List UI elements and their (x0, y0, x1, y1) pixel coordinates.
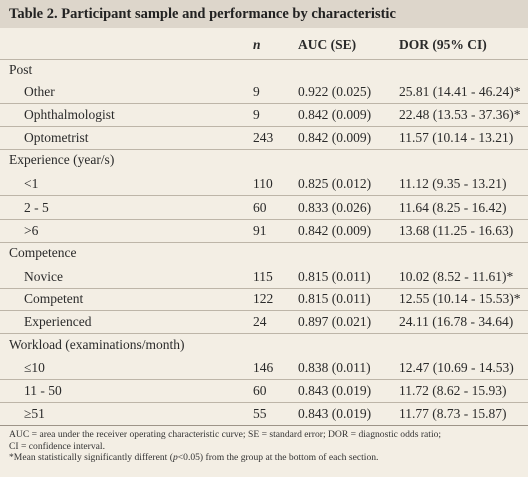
row-label: >6 (24, 223, 39, 238)
row-dor: 25.81 (14.41 - 46.24)* (399, 84, 521, 99)
table-title: Table 2. Participant sample and performa… (9, 6, 396, 22)
column-header-auc: AUC (SE) (298, 37, 357, 52)
footnote-abbreviations: AUC = area under the receiver operating … (9, 429, 442, 440)
row-dor: 11.12 (9.35 - 13.21) (399, 176, 507, 191)
row-divider (0, 402, 528, 403)
row-divider (0, 103, 528, 104)
row-label: 11 - 50 (24, 383, 62, 398)
section-label: Competence (9, 245, 77, 260)
row-dor: 22.48 (13.53 - 37.36)* (399, 107, 521, 122)
row-auc: 0.922 (0.025) (298, 84, 372, 99)
row-auc: 0.842 (0.009) (298, 223, 372, 238)
row-auc: 0.897 (0.021) (298, 314, 372, 329)
row-label: Competent (24, 291, 84, 306)
row-n: 122 (253, 291, 274, 306)
row-divider (0, 126, 528, 127)
row-n: 24 (253, 314, 267, 329)
table-bottom-rule (0, 425, 528, 426)
row-label: Novice (24, 269, 63, 284)
row-dor: 11.72 (8.62 - 15.93) (399, 383, 507, 398)
row-divider (0, 379, 528, 380)
row-label: <1 (24, 176, 39, 191)
row-n: 55 (253, 406, 267, 421)
row-dor: 12.47 (10.69 - 14.53) (399, 360, 514, 375)
row-n: 9 (253, 107, 260, 122)
row-n: 60 (253, 200, 267, 215)
row-auc: 0.838 (0.011) (298, 360, 371, 375)
row-divider (0, 195, 528, 196)
row-label: ≤10 (24, 360, 45, 375)
row-auc: 0.842 (0.009) (298, 130, 372, 145)
row-auc: 0.815 (0.011) (298, 269, 371, 284)
row-label: Experienced (24, 314, 92, 329)
row-dor: 10.02 (8.52 - 11.61)* (399, 269, 514, 284)
row-divider (0, 242, 528, 243)
row-n: 243 (253, 130, 274, 145)
row-dor: 13.68 (11.25 - 16.63) (399, 223, 514, 238)
row-divider (0, 333, 528, 334)
footnote-significance-post: <0.05) from the group at the bottom of e… (177, 452, 379, 463)
row-divider (0, 149, 528, 150)
row-label: 2 - 5 (24, 200, 49, 215)
footnote-significance-p: p (172, 452, 178, 463)
section-label: Post (9, 62, 33, 77)
row-n: 146 (253, 360, 274, 375)
row-n: 115 (253, 269, 273, 284)
footnote-significance-pre: *Mean statistically significantly differ… (9, 452, 173, 463)
row-dor: 11.64 (8.25 - 16.42) (399, 200, 507, 215)
footnote-abbreviations-cont: CI = confidence interval. (9, 440, 105, 452)
row-n: 91 (253, 223, 267, 238)
section-label: Workload (examinations/month) (9, 337, 185, 352)
row-auc: 0.843 (0.019) (298, 383, 372, 398)
row-dor: 12.55 (10.14 - 15.53)* (399, 291, 521, 306)
table-title-bar (0, 0, 528, 28)
row-dor: 11.57 (10.14 - 13.21) (399, 130, 514, 145)
row-auc: 0.825 (0.012) (298, 176, 372, 191)
row-divider (0, 310, 528, 311)
row-n: 60 (253, 383, 267, 398)
row-label: Ophthalmologist (24, 107, 115, 122)
table-footnotes: AUC = area under the receiver operating … (9, 429, 521, 464)
row-label: Optometrist (24, 130, 89, 145)
row-auc: 0.842 (0.009) (298, 107, 372, 122)
header-divider (0, 59, 528, 60)
row-auc: 0.833 (0.026) (298, 200, 372, 215)
row-dor: 24.11 (16.78 - 34.64) (399, 314, 514, 329)
row-divider (0, 288, 528, 289)
row-auc: 0.815 (0.011) (298, 291, 371, 306)
row-label: ≥51 (24, 406, 45, 421)
row-n: 9 (253, 84, 260, 99)
footnote-significance: *Mean statistically significantly differ… (9, 452, 521, 464)
row-auc: 0.843 (0.019) (298, 406, 372, 421)
section-label: Experience (year/s) (9, 152, 115, 167)
row-dor: 11.77 (8.73 - 15.87) (399, 406, 507, 421)
row-label: Other (24, 84, 55, 99)
column-header-dor: DOR (95% CI) (399, 37, 487, 52)
row-n: 110 (253, 176, 273, 191)
column-header-n: n (253, 37, 261, 52)
row-divider (0, 219, 528, 220)
